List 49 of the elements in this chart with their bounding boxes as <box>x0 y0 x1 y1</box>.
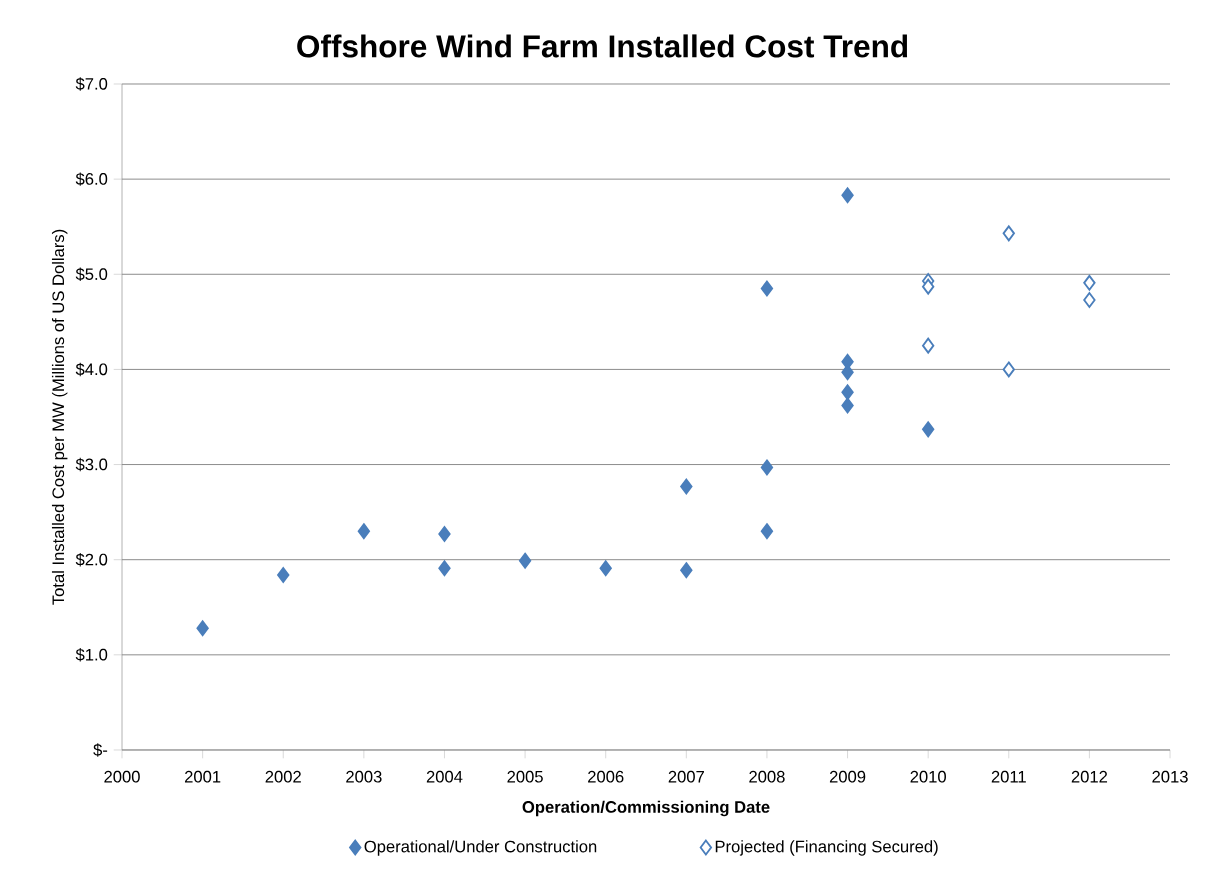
point <box>760 523 774 540</box>
y-tick-label: $5.0 <box>75 267 108 281</box>
point <box>438 526 451 542</box>
point <box>1083 274 1096 291</box>
x-tick-label: 2011 <box>991 770 1026 783</box>
chart-title: Offshore Wind Farm Installed Cost Trend <box>297 34 908 58</box>
point <box>922 278 935 295</box>
point <box>841 384 854 401</box>
x-tick-label: 2012 <box>1071 770 1108 783</box>
x-tick-label: 2013 <box>1152 770 1188 783</box>
x-tick-label: 2004 <box>426 770 463 783</box>
x-axis-title: Operation/Commissioning Date <box>522 800 770 817</box>
legend-label: Operational/Under Construction <box>364 840 597 856</box>
x-tick-label: 2005 <box>507 770 543 783</box>
point <box>1083 292 1096 308</box>
point <box>357 523 371 540</box>
point <box>1002 361 1015 378</box>
x-tick-label: 2006 <box>588 770 624 783</box>
y-tick-label: $4.0 <box>75 362 108 377</box>
point <box>277 567 290 583</box>
y-tick-label: $1.0 <box>75 648 108 662</box>
x-tick-label: 2001 <box>184 770 221 783</box>
point <box>922 337 935 354</box>
x-tick-label: 2009 <box>829 770 866 783</box>
x-tick-label: 2008 <box>749 770 785 783</box>
y-axis-title: Total Installed Cost per MW (Millions of US Dollars) <box>51 229 68 605</box>
point <box>760 280 774 297</box>
point <box>760 459 774 476</box>
point <box>1002 225 1015 242</box>
point <box>438 560 451 577</box>
point <box>518 552 532 569</box>
y-tick-label: $7.0 <box>75 77 108 91</box>
point <box>922 421 935 438</box>
x-tick-label: 2002 <box>265 770 301 783</box>
point <box>680 562 693 579</box>
y-tick-label: $3.0 <box>75 457 108 472</box>
point <box>196 620 209 637</box>
legend-label: Projected (Financing Secured) <box>715 840 938 856</box>
y-tick-label: $2.0 <box>75 552 108 567</box>
point <box>841 397 854 414</box>
x-tick-label: 2007 <box>668 770 704 783</box>
point <box>680 478 693 495</box>
x-tick-label: 2003 <box>346 770 382 783</box>
x-tick-label: 2010 <box>910 770 946 783</box>
y-tick-label: $6.0 <box>75 172 108 186</box>
x-tick-label: 2000 <box>104 770 140 783</box>
point <box>841 187 854 204</box>
y-tick-label: $- <box>93 743 108 757</box>
point <box>599 560 612 577</box>
